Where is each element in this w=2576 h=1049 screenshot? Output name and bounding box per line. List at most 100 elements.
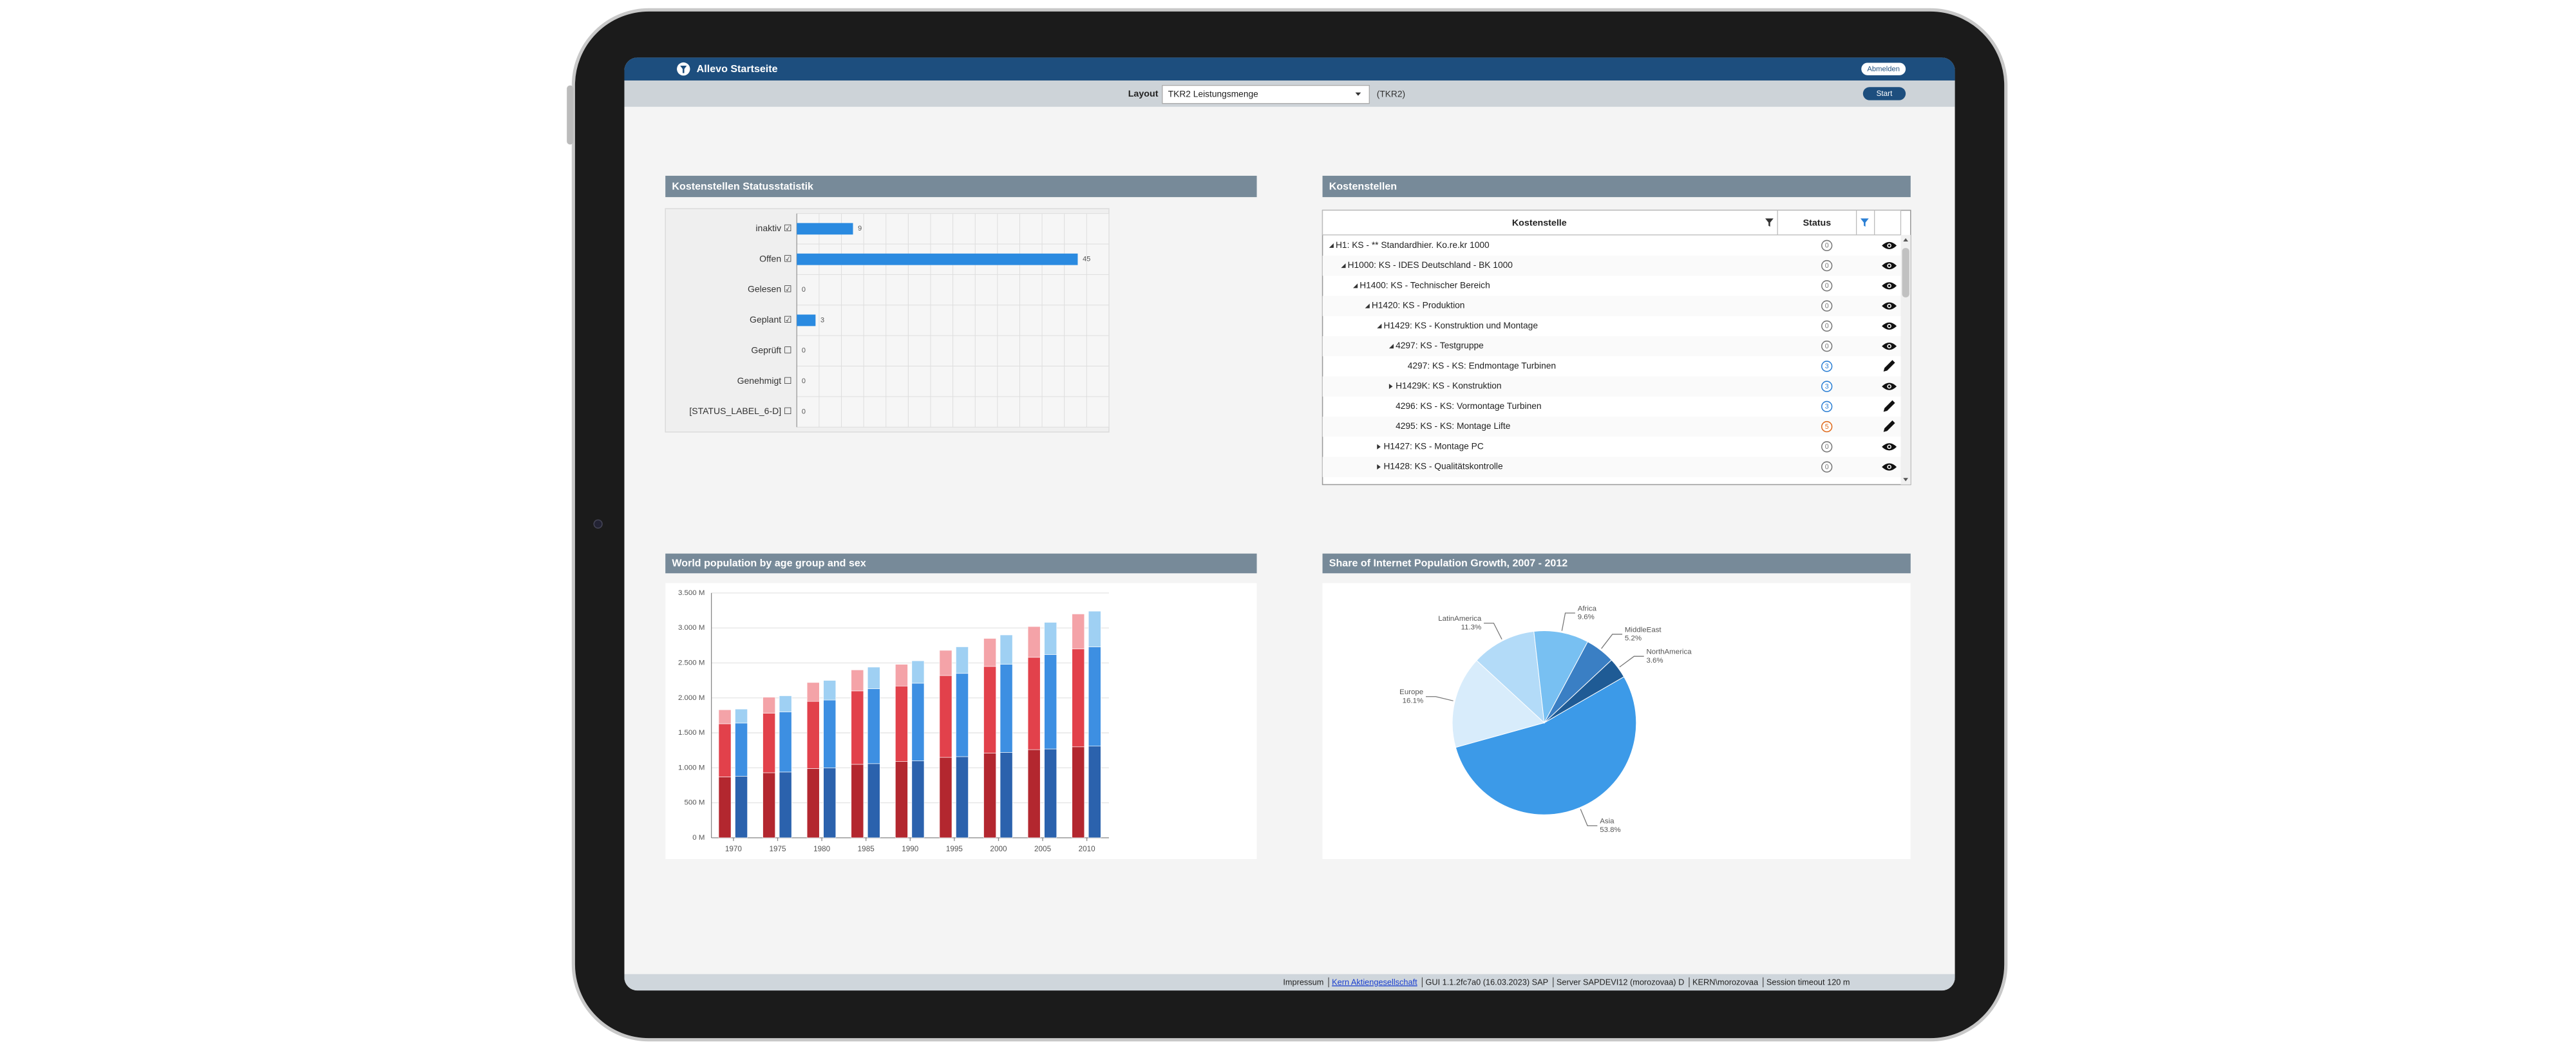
expand-toggle[interactable] [1377,444,1381,449]
start-label[interactable]: Start [1877,90,1893,98]
expand-toggle[interactable] [1388,344,1394,349]
panel-header [1322,553,1911,574]
pie-label: Europe [1399,688,1423,696]
filter-icon[interactable] [1860,218,1869,227]
expand-toggle[interactable] [1377,323,1382,328]
bar-segment [1088,746,1101,838]
pie-slice [1455,676,1637,815]
status-value: 0 [1825,282,1829,290]
footer-text: Impressum [1283,977,1323,987]
filter-icon[interactable] [1765,218,1774,227]
category-label: Geprüft ☐ [751,345,791,355]
x-tick-label: 2005 [1034,845,1052,853]
bar [797,314,816,326]
pie-value-label: 9.6% [1578,614,1595,621]
expand-toggle[interactable] [1377,464,1381,470]
table-header [1321,209,1902,236]
status-badge [1821,461,1833,473]
row-label: H1429: KS - Konstruktion und Montage [1383,321,1538,330]
status-badge [1821,401,1833,413]
row-label: 4295: KS - KS: Montage Lifte [1396,421,1511,431]
logout-button[interactable] [1861,62,1906,75]
bar-segment [779,712,792,773]
status-badge [1821,361,1833,372]
bar-segment [823,768,837,838]
value-label: 45 [1083,256,1090,263]
layout-select[interactable] [1162,85,1370,104]
status-value: 5 [1825,423,1829,431]
category-label: Genehmigt ☐ [737,375,792,386]
edit-icon[interactable] [1883,420,1895,432]
bar-segment [1044,622,1057,655]
bar-segment [851,764,864,838]
panel-title: Share of Internet Population Growth, 200… [1329,558,1567,569]
view-icon-dot [1888,345,1891,348]
view-icon-dot [1888,285,1891,287]
bar-segment [999,752,1013,838]
pie-label: Asia [1600,818,1615,826]
row-bg [1322,457,1901,477]
x-tick-label: 2000 [990,845,1007,853]
panel-header [665,175,1257,198]
status-value: 3 [1825,363,1829,370]
edit-icon[interactable] [1883,400,1895,412]
category-label: Geplant ☑ [750,314,792,325]
bar-segment [762,713,776,773]
row-bg [1322,336,1901,357]
expand-toggle[interactable] [1353,283,1358,288]
bar-segment [806,682,820,702]
scrollbar-thumb[interactable] [1902,248,1909,298]
bar [797,253,1078,265]
bar-segment [867,688,880,764]
view-icon-dot [1888,325,1891,328]
bar-segment [851,670,864,692]
view-icon-dot [1888,305,1891,307]
expand-toggle[interactable] [1365,303,1370,308]
layout-value[interactable]: TKR2 Leistungsmenge [1168,90,1258,99]
expand-toggle[interactable] [1341,263,1346,269]
expand-toggle[interactable] [1388,384,1393,390]
x-tick-label: 1970 [725,845,743,853]
pie-label: MiddleEast [1625,626,1662,634]
pie-value-label: 3.6% [1646,657,1663,665]
panel-header [665,553,1257,574]
row-label: H1000: KS - IDES Deutschland - BK 1000 [1348,260,1513,270]
bar-segment [999,664,1013,753]
bar-segment [867,666,880,689]
bar [797,223,853,235]
x-tick-label: 1975 [769,845,786,853]
pie-slice [1476,630,1545,724]
row-bg [1322,256,1901,276]
footer-text: KERN\morozovaa [1692,977,1759,987]
scrollbar[interactable] [1900,234,1911,485]
bar-segment [939,650,952,676]
bar-segment [779,771,792,838]
x-tick-label: 1980 [813,845,831,853]
bar-segment [911,683,925,761]
y-tick-label: 1.500 M [678,729,705,737]
expand-toggle[interactable] [1329,243,1334,248]
edit-icon[interactable] [1883,360,1895,372]
status-badge [1821,240,1833,252]
status-badge [1821,340,1833,352]
category-label: Gelesen ☑ [748,284,792,294]
pie-label: LatinAmerica [1438,615,1482,623]
status-badge [1821,441,1833,453]
bar-segment [806,768,820,838]
leader-line [1580,809,1598,826]
pie-value-label: 11.3% [1461,623,1482,631]
footer-link[interactable]: Kern Aktiengesellschaft [1332,977,1417,987]
start-button[interactable] [1862,87,1906,100]
bar-segment [735,723,748,777]
bar-segment [718,709,732,724]
bar-segment [851,690,864,765]
logout-label[interactable]: Abmelden [1867,66,1900,73]
bar-segment [956,647,969,674]
bar-segment [939,757,952,838]
bar-segment [956,756,969,838]
pie-slice [1533,630,1589,724]
bar-segment [735,776,748,838]
status-value: 3 [1825,403,1829,411]
